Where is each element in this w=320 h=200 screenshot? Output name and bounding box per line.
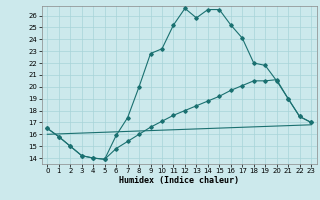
- X-axis label: Humidex (Indice chaleur): Humidex (Indice chaleur): [119, 176, 239, 185]
